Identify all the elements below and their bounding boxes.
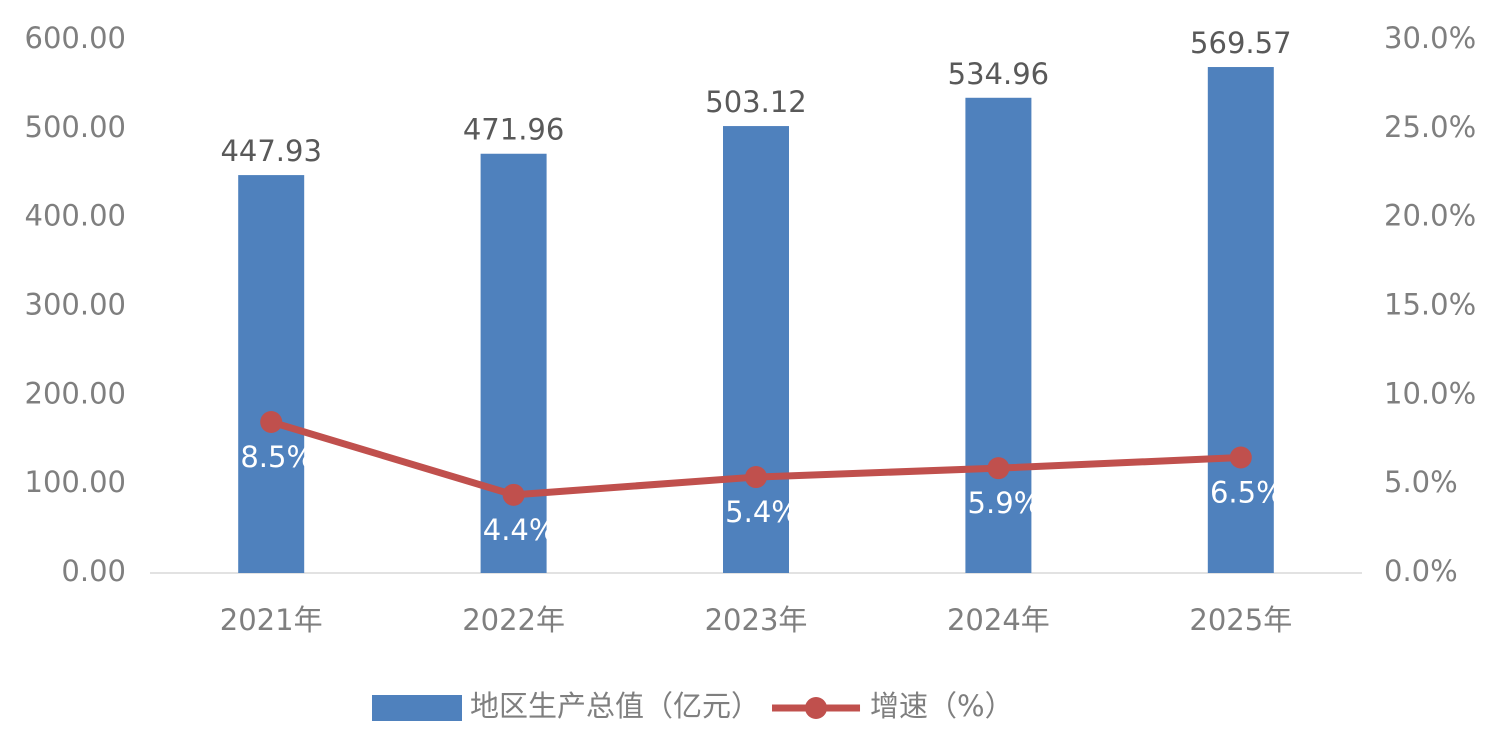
legend-label: 增速（%） [870, 689, 1014, 723]
y-tick-label: 400.00 [25, 199, 126, 233]
line-point [987, 457, 1010, 480]
line-point [745, 466, 767, 489]
x-tick-label: 2022年 [462, 603, 565, 637]
y2-tick-label: 0.0% [1384, 554, 1458, 588]
line-value-label: 6.5% [1210, 476, 1284, 510]
bar [480, 153, 547, 574]
line-point [1229, 446, 1252, 469]
y2-tick-label: 15.0% [1384, 288, 1476, 322]
legend-swatch [372, 695, 462, 721]
line-point [502, 483, 525, 506]
line-value-label: 8.5% [240, 440, 314, 474]
bar-value-label: 534.96 [948, 57, 1049, 91]
y-tick-label: 200.00 [25, 376, 126, 410]
y2-tick-label: 10.0% [1384, 376, 1476, 410]
x-tick-label: 2025年 [1189, 603, 1292, 637]
bar-value-label: 503.12 [705, 85, 806, 119]
y2-tick-label: 20.0% [1384, 199, 1476, 233]
bar [238, 175, 305, 573]
bar-value-label: 569.57 [1190, 26, 1291, 60]
bar-value-label: 447.93 [220, 134, 321, 168]
x-tick-label: 2021年 [220, 603, 323, 637]
y-tick-label: 100.00 [25, 465, 126, 499]
y2-tick-label: 30.0% [1384, 21, 1476, 55]
y-tick-label: 300.00 [25, 288, 126, 322]
bar [723, 126, 789, 573]
line-value-label: 4.4% [483, 513, 557, 547]
bar [1207, 67, 1274, 573]
x-tick-label: 2024年 [947, 603, 1050, 637]
bar-value-label: 471.96 [463, 113, 564, 147]
y2-tick-label: 5.0% [1384, 465, 1458, 499]
legend-swatch-point [805, 697, 828, 719]
y2-tick-label: 25.0% [1384, 110, 1476, 144]
line-point [260, 410, 283, 433]
y-tick-label: 500.00 [25, 110, 126, 144]
x-tick-label: 2023年 [705, 603, 808, 637]
line-value-label: 5.9% [968, 486, 1042, 520]
y-tick-label: 0.00 [61, 554, 126, 588]
legend-label: 地区生产总值（亿元） [470, 689, 760, 723]
line-value-label: 5.4% [725, 495, 799, 529]
bar [965, 97, 1032, 574]
y-tick-label: 600.00 [25, 21, 126, 55]
